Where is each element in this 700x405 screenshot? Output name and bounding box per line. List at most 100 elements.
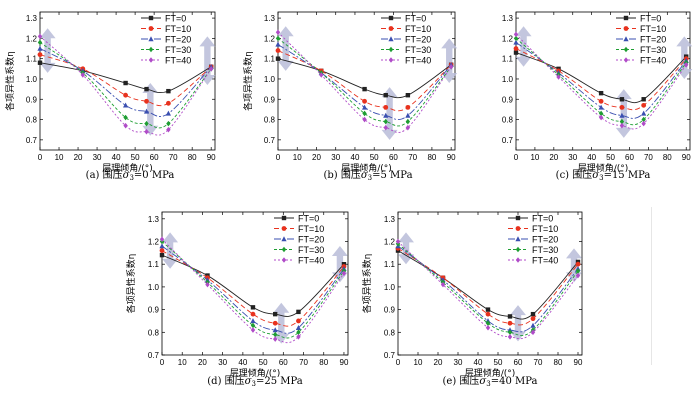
trend-arrow xyxy=(381,87,398,140)
legend-label: FT=20 xyxy=(405,35,431,45)
data-point-FT=40 xyxy=(598,114,604,121)
data-point-FT=40 xyxy=(507,334,513,340)
legend-marker xyxy=(148,26,154,31)
y-tick-label: 1.3 xyxy=(384,215,396,224)
x-tick-label: 60 xyxy=(279,358,288,367)
data-point-FT=0 xyxy=(641,97,646,102)
y-tick-label: 1.0 xyxy=(502,75,514,84)
x-tick-label: 20 xyxy=(434,358,443,367)
data-point-FT=30 xyxy=(275,35,281,42)
y-tick-label: 1.3 xyxy=(264,14,276,23)
y-axis-label: 各项异性系数η xyxy=(242,51,254,111)
legend-marker xyxy=(388,26,394,31)
data-point-FT=40 xyxy=(485,324,491,331)
data-point-FT=40 xyxy=(159,236,165,243)
series-line-FT=20 xyxy=(39,48,212,117)
data-point-FT=10 xyxy=(37,52,43,58)
x-tick-label: 10 xyxy=(178,358,187,367)
data-point-FT=10 xyxy=(362,98,367,104)
y-tick-label: 1.1 xyxy=(502,55,514,64)
data-point-FT=40 xyxy=(530,329,536,336)
data-point-FT=20 xyxy=(383,112,389,118)
x-tick-label: 50 xyxy=(370,153,379,162)
data-point-FT=40 xyxy=(362,116,367,123)
legend-label: FT=10 xyxy=(405,24,431,34)
series-line-FT=0 xyxy=(515,52,687,104)
x-tick-label: 10 xyxy=(414,358,423,367)
x-tick-label: 90 xyxy=(574,358,583,367)
data-point-FT=30 xyxy=(362,110,367,117)
legend-label: FT=20 xyxy=(640,35,666,45)
y-axis-label: 各项异性系数η xyxy=(361,254,373,314)
data-point-FT=10 xyxy=(619,104,625,110)
chart-panel-4: 0 10 20 30 40 50 60 70 80 90 0.7 0.8 0.9 1.0 1.1 1.2 1.3… xyxy=(361,211,583,379)
data-point-FT=40 xyxy=(80,72,85,78)
x-axis-label: 层理倾角/(°) xyxy=(465,367,516,379)
series-line-FT=40 xyxy=(161,238,345,344)
data-point-FT=0 xyxy=(383,93,388,98)
x-tick-label: 80 xyxy=(663,153,672,162)
data-point-FT=40 xyxy=(250,327,256,333)
data-point-FT=20 xyxy=(405,112,411,118)
y-tick-label: 1.0 xyxy=(264,75,276,84)
legend-marker xyxy=(515,246,521,253)
trend-arrow xyxy=(510,305,526,342)
x-tick-label: 60 xyxy=(389,153,398,162)
legend-label: FT=30 xyxy=(165,45,191,55)
y-tick-label: 1.3 xyxy=(26,14,38,23)
data-point-FT=40 xyxy=(144,128,149,135)
data-point-FT=20 xyxy=(598,104,604,110)
y-tick-label: 0.8 xyxy=(264,116,276,125)
legend-label: FT=40 xyxy=(640,56,666,66)
data-point-FT=40 xyxy=(275,29,281,36)
legend-label: FT=40 xyxy=(165,56,191,66)
legend-marker xyxy=(281,257,287,263)
series-line-FT=10 xyxy=(397,247,579,326)
legend-marker xyxy=(281,226,287,231)
trend-arrow xyxy=(398,232,414,265)
data-point-FT=40 xyxy=(575,272,581,279)
x-tick-label: 90 xyxy=(340,358,349,367)
data-point-FT=10 xyxy=(159,248,165,253)
series-line-FT=40 xyxy=(397,241,579,340)
data-point-FT=0 xyxy=(273,311,278,317)
trend-arrow xyxy=(615,89,632,138)
series-line-FT=40 xyxy=(39,36,212,136)
trend-arrow xyxy=(39,28,56,73)
data-point-FT=30 xyxy=(641,116,646,123)
series-line-FT=0 xyxy=(39,62,212,94)
legend-marker xyxy=(148,57,154,63)
data-point-FT=20 xyxy=(641,110,647,116)
x-tick-label: 60 xyxy=(514,358,523,367)
data-point-FT=0 xyxy=(296,309,301,315)
y-tick-label: 1.0 xyxy=(148,283,160,292)
data-point-FT=10 xyxy=(598,98,604,104)
data-point-FT=20 xyxy=(361,104,368,110)
x-tick-label: 60 xyxy=(625,153,634,162)
x-tick-label: 50 xyxy=(606,153,615,162)
y-tick-label: 1.2 xyxy=(148,238,160,247)
x-tick-label: 30 xyxy=(454,358,463,367)
trend-arrow xyxy=(277,26,294,71)
legend-marker xyxy=(281,246,287,253)
y-tick-label: 1.2 xyxy=(264,34,276,43)
data-point-FT=20 xyxy=(143,108,150,114)
y-tick-label: 1.1 xyxy=(384,260,396,269)
legend-marker xyxy=(148,46,154,53)
chart-panel-3: 0 10 20 30 40 50 60 70 80 90 0.7 0.8 0.9 1.0 1.1 1.2 1.3… xyxy=(125,211,349,379)
series-line-FT=30 xyxy=(277,38,452,127)
data-point-FT=20 xyxy=(530,322,536,328)
data-point-FT=40 xyxy=(684,61,689,68)
legend-label: FT=20 xyxy=(165,35,191,45)
legend-marker xyxy=(623,26,629,31)
data-point-FT=0 xyxy=(362,86,367,92)
data-point-FT=40 xyxy=(273,336,278,342)
data-point-FT=10 xyxy=(507,320,513,326)
legend-label: FT=30 xyxy=(405,45,431,55)
data-point-FT=0 xyxy=(37,60,43,65)
x-tick-label: 70 xyxy=(299,358,308,367)
y-tick-label: 0.8 xyxy=(502,116,514,125)
plot-frame xyxy=(277,11,456,151)
legend-marker xyxy=(623,36,629,42)
y-tick-label: 0.7 xyxy=(148,351,160,360)
